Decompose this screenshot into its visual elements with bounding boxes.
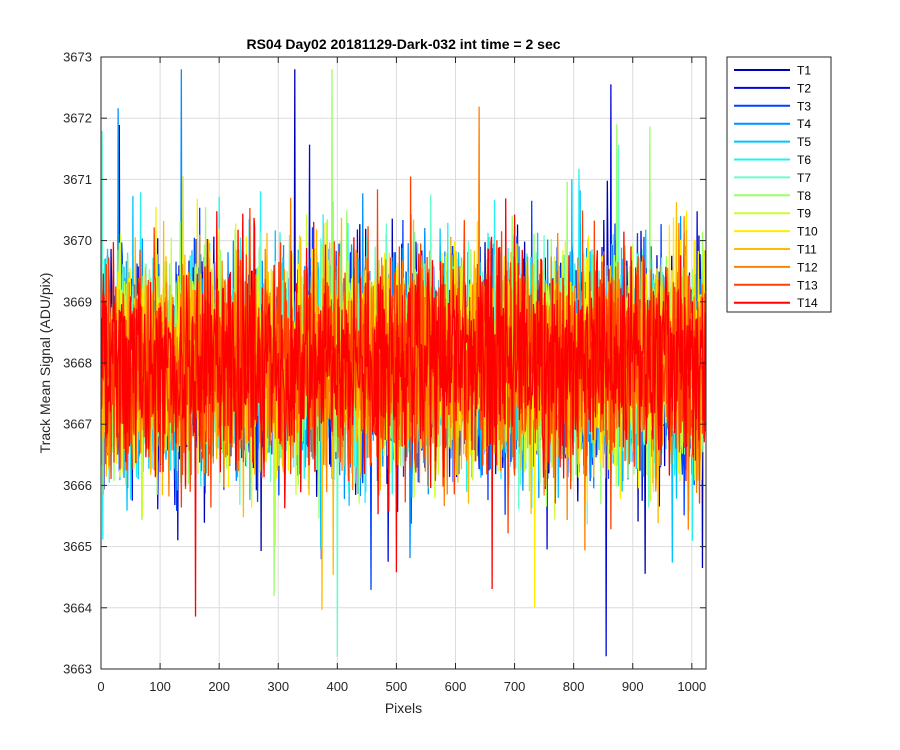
legend-item-t14[interactable]: T14	[734, 296, 818, 310]
legend-label: T13	[797, 278, 818, 292]
y-tick-label: 3668	[63, 356, 92, 371]
legend-item-t8[interactable]: T8	[734, 189, 811, 203]
y-tick-label: 3666	[63, 478, 92, 493]
x-tick-label: 400	[326, 679, 348, 694]
y-tick-label: 3670	[63, 233, 92, 248]
chart-title: RS04 Day02 20181129-Dark-032 int time = …	[246, 36, 560, 52]
legend-label: T3	[797, 99, 811, 113]
y-tick-label: 3672	[63, 111, 92, 126]
legend-label: T6	[797, 153, 811, 167]
legend-label: T8	[797, 189, 811, 203]
x-axis-label: Pixels	[385, 700, 422, 716]
legend-item-t5[interactable]: T5	[734, 135, 811, 149]
legend-label: T12	[797, 260, 818, 274]
y-tick-label: 3664	[63, 600, 92, 615]
legend-item-t6[interactable]: T6	[734, 153, 811, 167]
legend-label: T7	[797, 171, 811, 185]
legend-item-t9[interactable]: T9	[734, 207, 811, 221]
x-tick-label: 500	[386, 679, 408, 694]
x-tick-label: 1000	[677, 679, 706, 694]
legend-label: T5	[797, 135, 811, 149]
x-tick-label: 300	[267, 679, 289, 694]
legend-item-t13[interactable]: T13	[734, 278, 818, 292]
legend-box	[726, 56, 832, 313]
y-axis-label: Track Mean Signal (ADU/pix)	[37, 273, 53, 454]
legend-label: T9	[797, 207, 811, 221]
series-line-t14	[101, 198, 706, 617]
legend-label: T1	[797, 64, 811, 78]
series-layer	[101, 69, 706, 657]
y-tick-label: 3669	[63, 294, 92, 309]
legend[interactable]: T1 T2 T3 T4 T5 T6 T7 T8 T9 T10 T11 T12 T13 T14	[726, 56, 832, 313]
y-tick-label: 3667	[63, 417, 92, 432]
legend-item-t7[interactable]: T7	[734, 171, 811, 185]
x-tick-label: 0	[97, 679, 104, 694]
x-axis: 0 100 200 300 400 500 600 700 800 900 1000	[97, 57, 706, 694]
y-tick-label: 3663	[63, 662, 92, 677]
legend-item-t12[interactable]: T12	[734, 260, 818, 274]
y-tick-label: 3665	[63, 539, 92, 554]
x-tick-label: 800	[563, 679, 585, 694]
legend-item-t3[interactable]: T3	[734, 99, 811, 113]
legend-item-t11[interactable]: T11	[734, 243, 817, 257]
legend-label: T14	[797, 296, 818, 310]
x-tick-label: 700	[504, 679, 526, 694]
legend-label: T4	[797, 117, 811, 131]
legend-label: T11	[797, 243, 817, 257]
legend-item-t2[interactable]: T2	[734, 81, 811, 95]
x-tick-label: 100	[149, 679, 171, 694]
y-axis: 3663 3664 3665 3666 3667 3668 3669 3670 3671 3672…	[63, 50, 706, 677]
x-tick-label: 900	[622, 679, 644, 694]
legend-item-t10[interactable]: T10	[734, 225, 818, 239]
y-tick-label: 3673	[63, 50, 92, 65]
legend-item-t1[interactable]: T1	[734, 64, 811, 78]
legend-item-t4[interactable]: T4	[734, 117, 811, 131]
legend-label: T10	[797, 225, 818, 239]
legend-label: T2	[797, 81, 811, 95]
x-tick-label: 600	[445, 679, 467, 694]
x-tick-label: 200	[208, 679, 230, 694]
y-tick-label: 3671	[63, 172, 92, 187]
